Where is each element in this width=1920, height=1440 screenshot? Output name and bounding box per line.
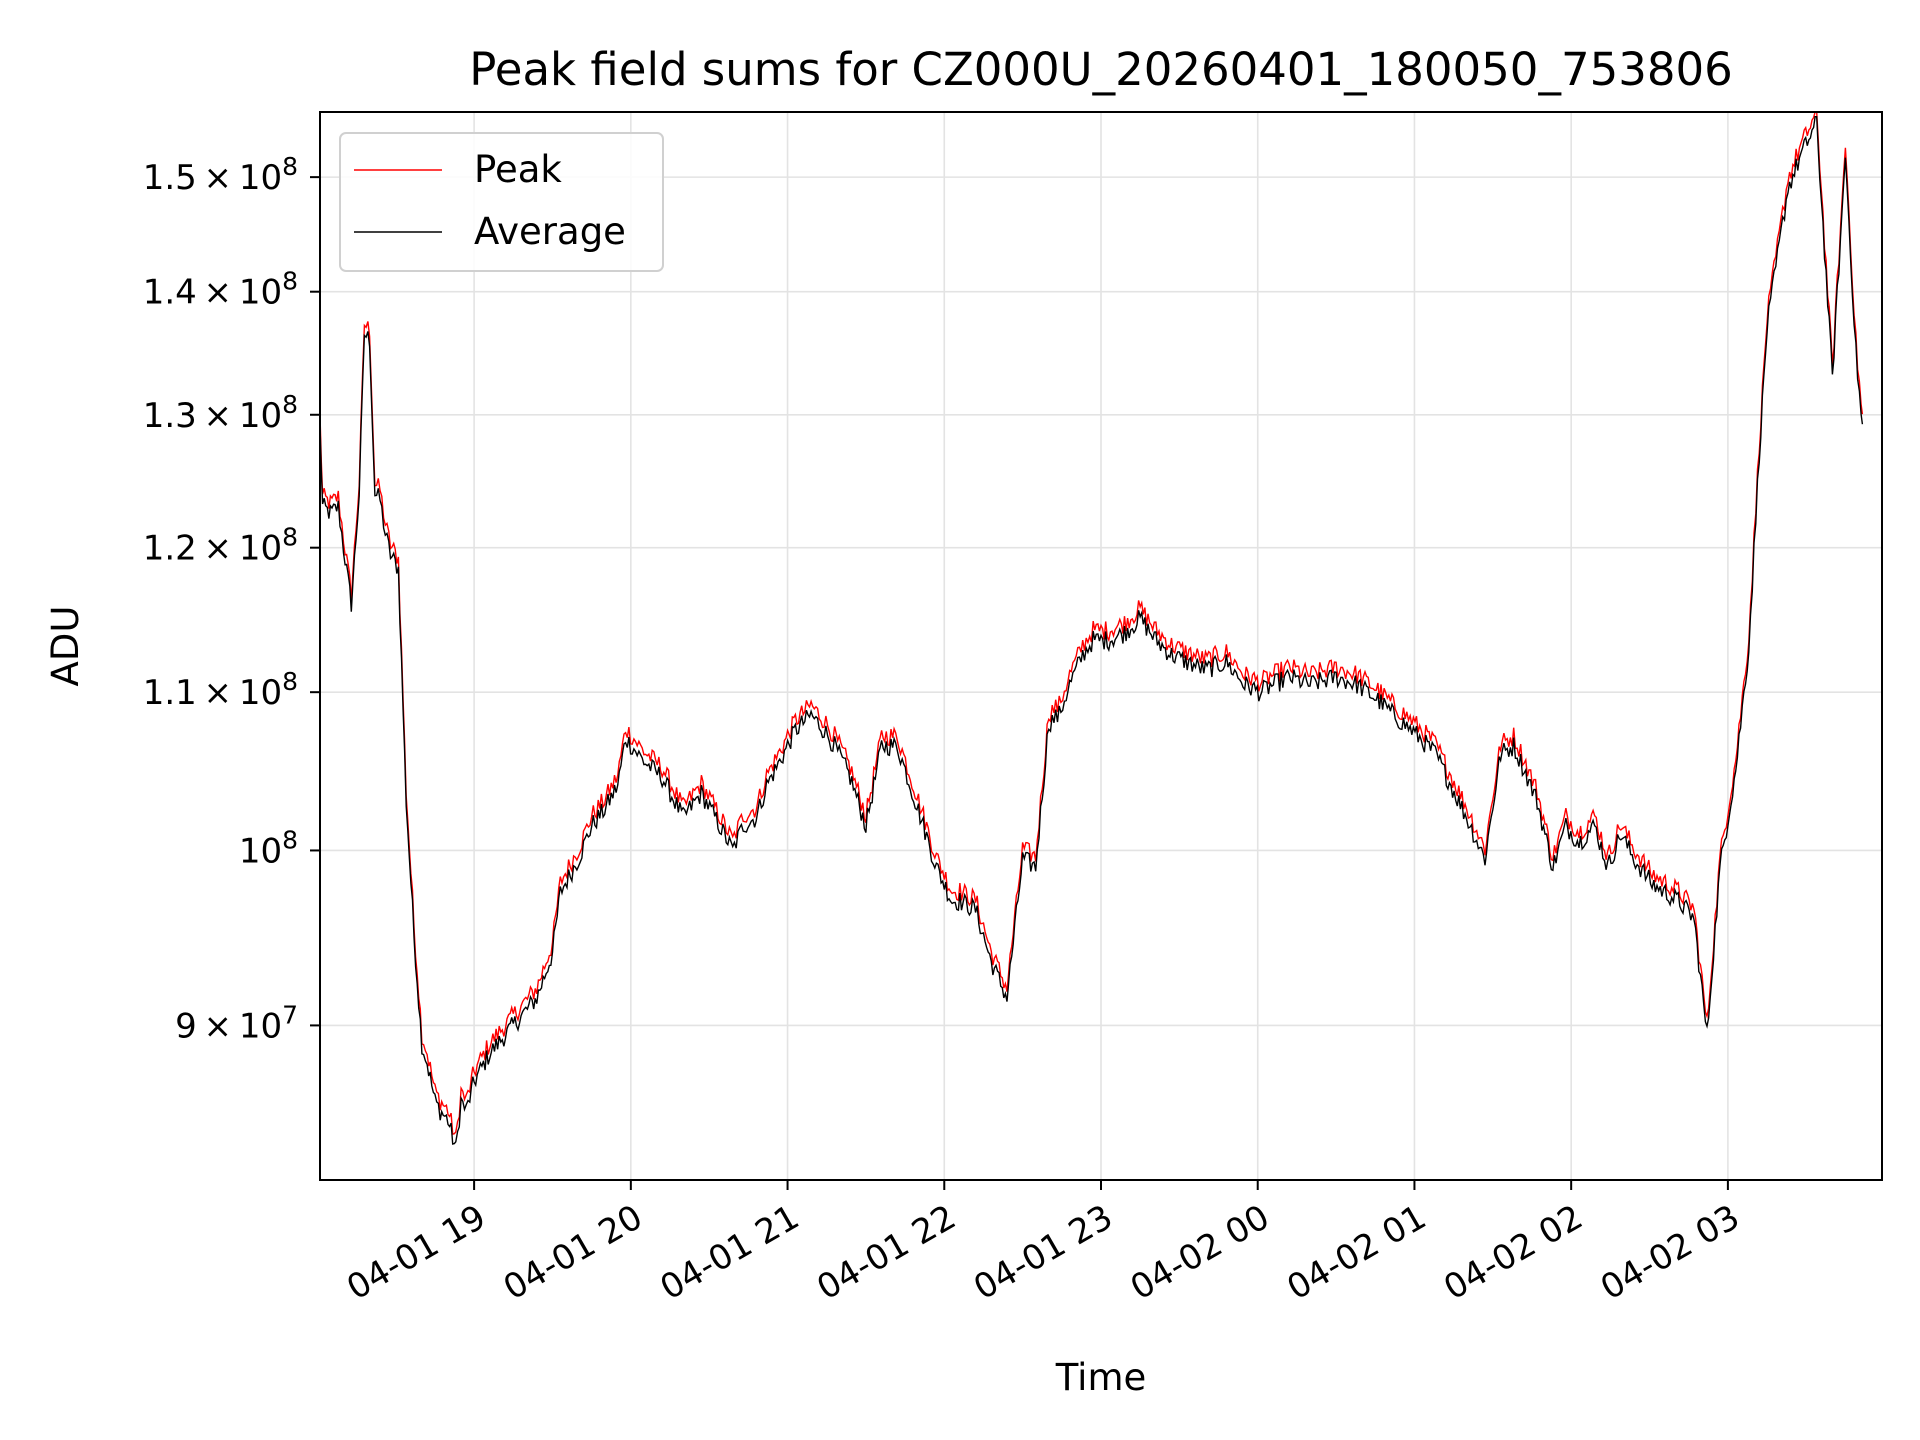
legend-label-peak: Peak — [474, 148, 562, 191]
series-line-peak — [319, 111, 1864, 1135]
legend: Peak Average — [339, 132, 664, 272]
y-tick-label: 1.1 × 108 — [143, 667, 298, 713]
chart-title: Peak field sums for CZ000U_20260401_1800… — [469, 43, 1732, 96]
x-axis-label: Time — [1055, 1356, 1147, 1399]
series-layer — [319, 111, 1864, 1145]
legend-box — [339, 132, 664, 272]
y-tick-label: 9 × 107 — [175, 1000, 298, 1046]
y-tick-label: 1.3 × 108 — [143, 390, 298, 436]
y-tick-label: 108 — [239, 825, 298, 871]
y-tick-label: 1.4 × 108 — [143, 267, 298, 313]
y-tick-label: 1.2 × 108 — [143, 523, 298, 569]
legend-label-average: Average — [474, 210, 626, 253]
series-line-average — [319, 116, 1864, 1145]
y-tick-label: 1.5 × 108 — [143, 152, 298, 198]
y-axis: 9 × 107 108 1.1 × 108 1.2 × 108 1.3 × 108 1.4… — [143, 152, 320, 1046]
y-axis-label: ADU — [44, 606, 87, 687]
